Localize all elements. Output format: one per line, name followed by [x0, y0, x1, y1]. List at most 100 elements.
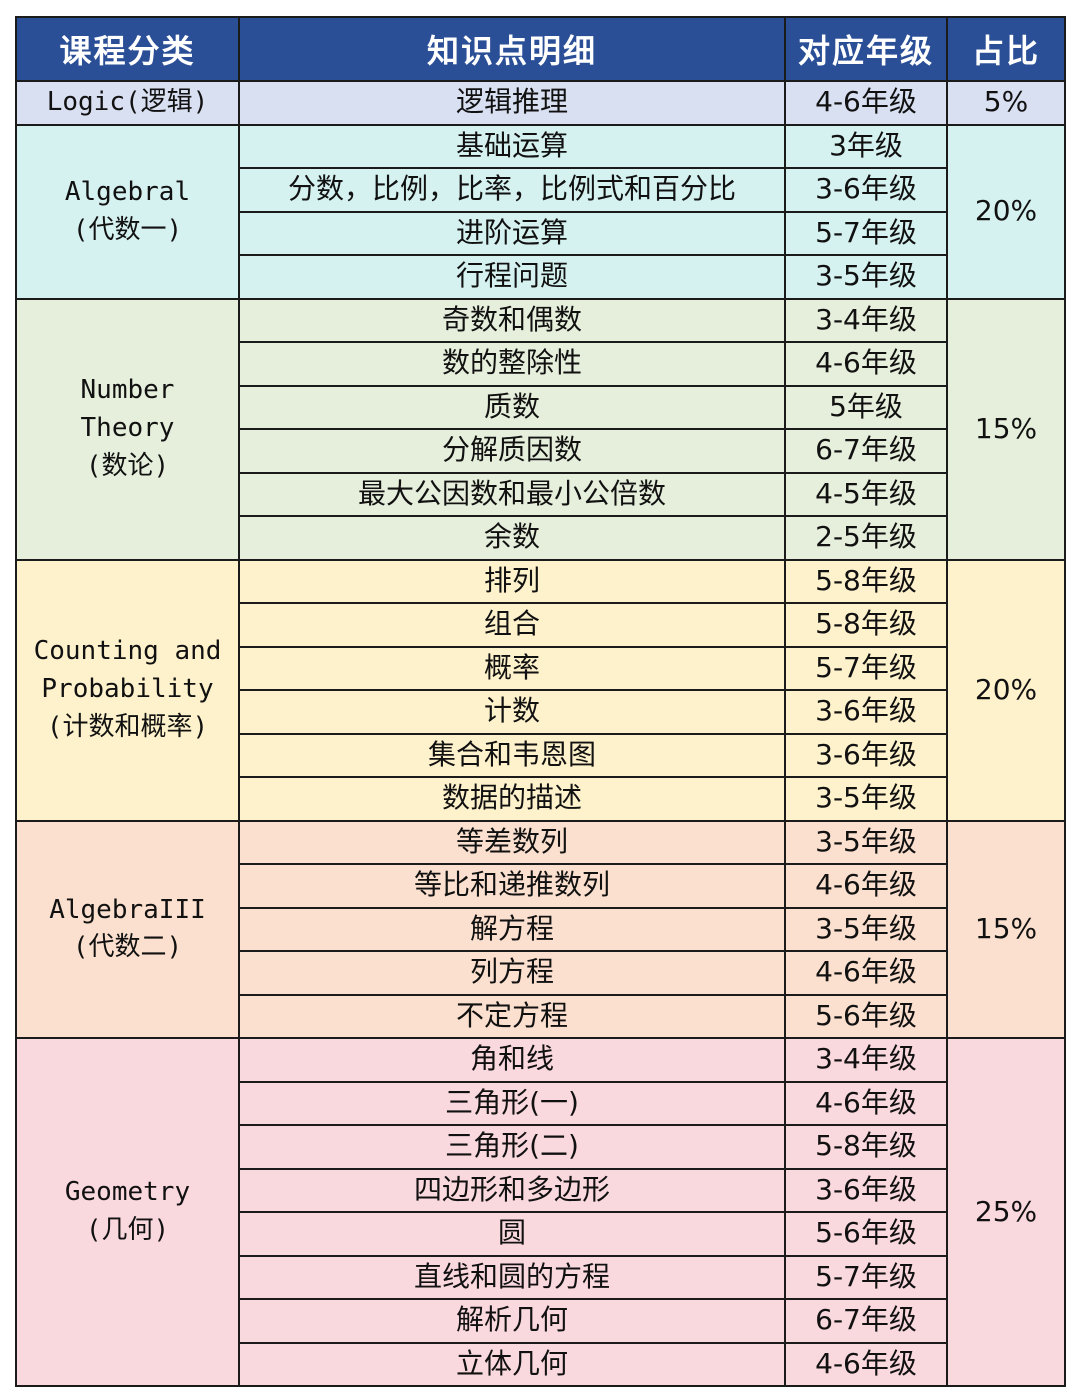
- grade-cell: 6-7年级: [784, 428, 948, 474]
- topic-cell: 分数，比例，比率，比例式和百分比: [238, 167, 786, 213]
- table-row: 余数 2-5年级: [16, 515, 1065, 561]
- topic-cell: 进阶运算: [238, 210, 786, 256]
- topic-cell: 数的整除性: [238, 341, 786, 387]
- category-label: Algebral: [64, 176, 191, 207]
- grade-cell: 3-5年级: [784, 906, 948, 952]
- topic-cell: 等差数列: [238, 819, 786, 865]
- topic-cell: 奇数和偶数: [238, 297, 786, 343]
- table-row: 不定方程 5-6年级: [16, 993, 1065, 1039]
- category-label: (几何): [85, 1215, 170, 1245]
- category-cell: AlgebraIII (代数二): [15, 819, 240, 1039]
- grade-cell: 5-6年级: [784, 993, 948, 1039]
- category-label: Counting and: [33, 636, 222, 667]
- topic-cell: 不定方程: [238, 993, 786, 1039]
- percent-cell: 25%: [946, 1037, 1066, 1387]
- category-label: (代数二): [72, 932, 183, 963]
- grade-cell: 5-6年级: [784, 1211, 948, 1257]
- table-row: 分数，比例，比率，比例式和百分比 3-6年级: [16, 167, 1065, 213]
- topic-cell: 集合和韦恩图: [238, 732, 786, 778]
- grade-cell: 4-6年级: [784, 80, 948, 126]
- table-row: Counting and Probability (计数和概率) 排列 5-8年级 20%: [15, 558, 1066, 822]
- topic-cell: 逻辑推理: [238, 80, 786, 126]
- category-cell: Counting and Probability (计数和概率): [15, 558, 240, 822]
- grade-cell: 4-6年级: [784, 341, 948, 387]
- topic-cell: 分解质因数: [238, 428, 786, 474]
- grade-cell: 5-7年级: [784, 1254, 948, 1300]
- table-row: Number Theory (数论) 奇数和偶数 3-4年级 15%: [15, 297, 1066, 561]
- topic-cell: 最大公因数和最小公倍数: [238, 471, 786, 517]
- grade-cell: 3-6年级: [784, 1167, 948, 1213]
- grade-cell: 2-5年级: [784, 515, 948, 561]
- category-label: AlgebraIII: [49, 894, 206, 925]
- grade-cell: 4-5年级: [784, 471, 948, 517]
- topic-cell: 基础运算: [238, 123, 786, 169]
- category-label: (计数和概率): [46, 711, 209, 742]
- grade-cell: 5年级: [784, 384, 948, 430]
- topic-cell: 三角形(二): [238, 1124, 786, 1170]
- grade-cell: 4-6年级: [784, 863, 948, 909]
- topic-cell: 圆: [238, 1211, 786, 1257]
- table-row: 行程问题 3-5年级: [16, 254, 1065, 300]
- grade-cell: 3-6年级: [784, 732, 948, 778]
- topic-cell: 排列: [238, 558, 786, 604]
- category-label: Logic(逻辑): [46, 86, 209, 117]
- grade-cell: 4-6年级: [784, 1080, 948, 1126]
- table-body: Logic(逻辑) 逻辑推理 4-6年级 5% Algebral (代数一) 基础运算 3年级…: [15, 80, 1066, 1387]
- topic-cell: 质数: [238, 384, 786, 430]
- grade-cell: 5-8年级: [784, 602, 948, 648]
- topic-cell: 行程问题: [238, 254, 786, 300]
- grade-cell: 3-5年级: [784, 819, 948, 865]
- topic-cell: 立体几何: [238, 1341, 786, 1387]
- grade-cell: 5-7年级: [784, 210, 948, 256]
- category-label: Probability: [41, 674, 214, 705]
- category-cell: Algebral (代数一): [15, 123, 240, 300]
- topic-cell: 三角形(一): [238, 1080, 786, 1126]
- grade-cell: 3-4年级: [784, 297, 948, 343]
- topic-cell: 角和线: [238, 1037, 786, 1083]
- grade-cell: 4-6年级: [784, 1341, 948, 1387]
- table-row: AlgebraIII (代数二) 等差数列 3-5年级 15%: [15, 819, 1066, 1039]
- percent-cell: 5%: [946, 80, 1066, 126]
- grade-cell: 6-7年级: [784, 1298, 948, 1344]
- category-label: (代数一): [72, 214, 183, 245]
- topic-cell: 列方程: [238, 950, 786, 996]
- topic-cell: 等比和递推数列: [238, 863, 786, 909]
- curriculum-table-container: 课程分类 知识点明细 对应年级 占比 Logic(逻辑) 逻辑推理 4-6年级 5% A…: [15, 16, 1066, 1387]
- percent-cell: 20%: [946, 558, 1066, 822]
- grade-cell: 3-4年级: [784, 1037, 948, 1083]
- category-label: Theory: [80, 413, 175, 444]
- table-row: 等比和递推数列 4-6年级: [16, 863, 1065, 909]
- grade-cell: 4-6年级: [784, 950, 948, 996]
- grade-cell: 5-8年级: [784, 1124, 948, 1170]
- grade-cell: 5-8年级: [784, 558, 948, 604]
- header-row: 课程分类 知识点明细 对应年级 占比: [15, 16, 1066, 82]
- category-cell: Number Theory (数论): [15, 297, 240, 561]
- topic-cell: 组合: [238, 602, 786, 648]
- table-row: Geometry (几何) 角和线 3-4年级 25%: [15, 1037, 1066, 1387]
- curriculum-table: 课程分类 知识点明细 对应年级 占比 Logic(逻辑) 逻辑推理 4-6年级 5% A…: [15, 16, 1066, 1387]
- header-percent: 占比: [946, 16, 1066, 82]
- grade-cell: 3-6年级: [784, 689, 948, 735]
- header-topic: 知识点明细: [238, 16, 786, 82]
- topic-cell: 概率: [238, 645, 786, 691]
- grade-cell: 3-5年级: [784, 254, 948, 300]
- category-label: Number: [80, 375, 175, 406]
- table-row: Logic(逻辑) 逻辑推理 4-6年级 5%: [15, 80, 1066, 126]
- topic-cell: 数据的描述: [238, 776, 786, 822]
- grade-cell: 3-6年级: [784, 167, 948, 213]
- category-label: (数论): [85, 450, 170, 481]
- topic-cell: 解方程: [238, 906, 786, 952]
- grade-cell: 3-5年级: [784, 776, 948, 822]
- topic-cell: 直线和圆的方程: [238, 1254, 786, 1300]
- grade-cell: 3年级: [784, 123, 948, 169]
- category-label: Geometry: [64, 1177, 191, 1208]
- topic-cell: 计数: [238, 689, 786, 735]
- category-cell: Logic(逻辑): [15, 80, 240, 126]
- table-row: Algebral (代数一) 基础运算 3年级 20%: [15, 123, 1066, 300]
- category-cell: Geometry (几何): [15, 1037, 240, 1387]
- topic-cell: 解析几何: [238, 1298, 786, 1344]
- percent-cell: 15%: [946, 297, 1066, 561]
- topic-cell: 余数: [238, 515, 786, 561]
- topic-cell: 四边形和多边形: [238, 1167, 786, 1213]
- grade-cell: 5-7年级: [784, 645, 948, 691]
